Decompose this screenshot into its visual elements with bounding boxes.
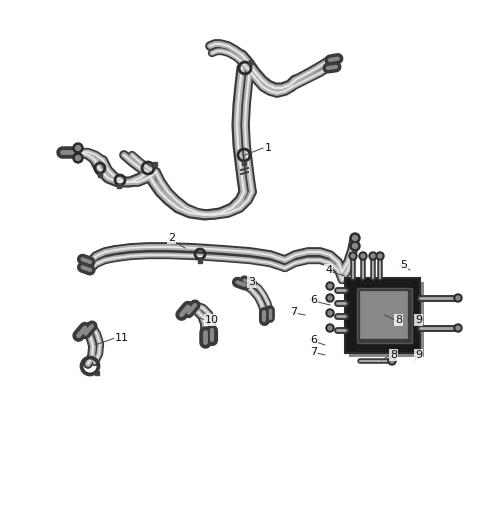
FancyBboxPatch shape xyxy=(360,291,407,338)
Circle shape xyxy=(352,236,358,241)
Circle shape xyxy=(326,309,334,317)
Circle shape xyxy=(75,145,81,151)
Circle shape xyxy=(326,282,334,290)
Circle shape xyxy=(371,254,375,258)
Bar xyxy=(249,60,252,65)
FancyBboxPatch shape xyxy=(349,282,424,357)
Circle shape xyxy=(350,233,360,243)
Circle shape xyxy=(361,254,365,258)
Text: 11: 11 xyxy=(115,333,129,343)
Circle shape xyxy=(456,326,460,330)
Text: 6: 6 xyxy=(310,335,317,345)
Text: 9: 9 xyxy=(415,350,422,360)
Circle shape xyxy=(328,326,332,330)
Circle shape xyxy=(328,296,332,300)
Text: 9: 9 xyxy=(415,315,422,325)
Circle shape xyxy=(351,254,355,258)
Circle shape xyxy=(454,294,462,302)
Circle shape xyxy=(349,252,357,260)
Text: 7: 7 xyxy=(310,347,317,357)
Text: 4: 4 xyxy=(325,265,332,275)
Circle shape xyxy=(326,324,334,332)
Text: 3: 3 xyxy=(248,277,255,287)
Circle shape xyxy=(73,143,83,153)
Circle shape xyxy=(388,357,396,365)
Circle shape xyxy=(454,324,462,332)
Text: 10: 10 xyxy=(205,315,219,325)
Circle shape xyxy=(350,241,360,251)
FancyBboxPatch shape xyxy=(357,288,412,343)
Circle shape xyxy=(369,252,377,260)
Circle shape xyxy=(328,284,332,288)
Bar xyxy=(198,259,202,263)
Bar xyxy=(242,161,246,165)
Text: 1: 1 xyxy=(265,143,272,153)
Bar xyxy=(96,371,99,375)
Bar xyxy=(98,173,102,177)
Bar xyxy=(117,184,121,188)
Text: 8: 8 xyxy=(390,350,397,360)
Text: 2: 2 xyxy=(168,233,175,243)
FancyBboxPatch shape xyxy=(345,278,420,353)
Circle shape xyxy=(352,244,358,248)
Circle shape xyxy=(326,294,334,302)
Circle shape xyxy=(328,311,332,315)
Text: 8: 8 xyxy=(395,315,402,325)
Circle shape xyxy=(73,153,83,163)
Text: 7: 7 xyxy=(290,307,297,317)
Circle shape xyxy=(378,254,382,258)
Circle shape xyxy=(376,252,384,260)
Bar xyxy=(153,162,157,166)
Circle shape xyxy=(390,359,394,363)
Circle shape xyxy=(359,252,367,260)
Circle shape xyxy=(456,296,460,300)
Circle shape xyxy=(75,156,81,160)
Text: 5: 5 xyxy=(400,260,407,270)
Text: 6: 6 xyxy=(310,295,317,305)
